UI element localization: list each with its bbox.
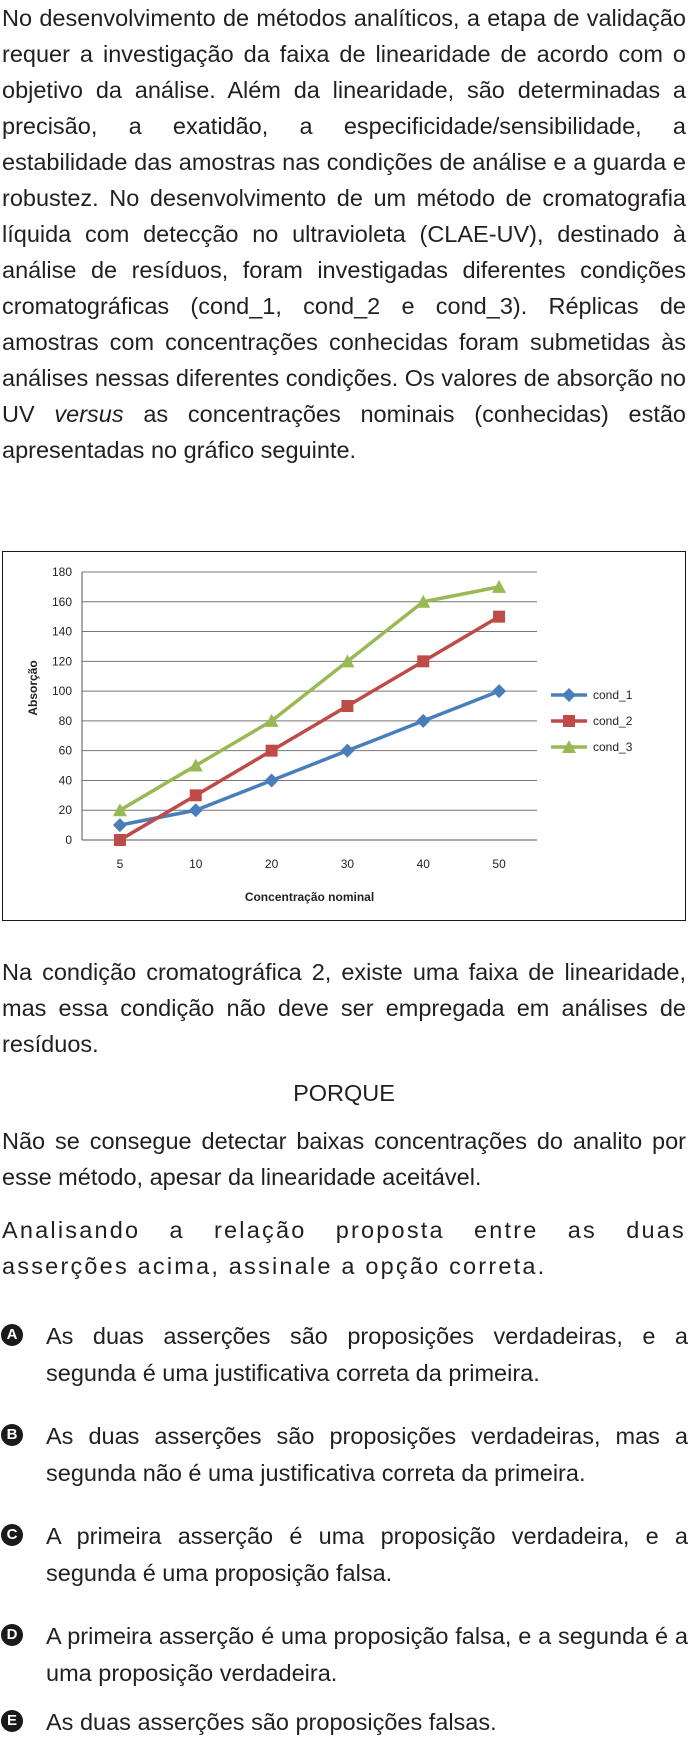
data-point-cond_3 (340, 654, 355, 668)
data-point-cond_3 (112, 803, 127, 817)
intro-italic-word: versus (54, 401, 124, 427)
x-tick-label: 10 (189, 857, 203, 871)
x-axis-title: Concentração nominal (245, 890, 374, 904)
data-point-cond_2 (493, 610, 506, 623)
x-tick-label: 50 (492, 857, 506, 871)
series-line-cond_3 (119, 585, 500, 812)
legend-marker-cond_1 (562, 688, 576, 702)
assertion-2-text: Não se consegue detectar baixas concentr… (2, 1128, 686, 1190)
y-tick-label: 140 (52, 625, 72, 639)
intro-paragraph: No desenvolvimento de métodos analíticos… (2, 0, 686, 468)
data-point-cond_2 (189, 789, 202, 802)
option-b-letter: B (1, 1424, 23, 1446)
data-point-cond_1 (188, 803, 203, 818)
assertion-1-text: Na condição cromatográfica 2, existe uma… (2, 959, 686, 1057)
data-point-cond_1 (112, 818, 127, 833)
series-line-cond_2 (119, 615, 500, 842)
y-tick-label: 40 (59, 773, 73, 787)
x-tick-label: 30 (341, 857, 355, 871)
y-tick-label: 120 (52, 654, 72, 668)
data-point-cond_3 (188, 758, 203, 772)
data-point-cond_3 (264, 713, 279, 727)
x-tick-label: 20 (265, 857, 279, 871)
data-point-cond_2 (113, 834, 126, 846)
data-point-cond_3 (416, 594, 431, 608)
option-b-text: As duas asserções são proposições verdad… (46, 1423, 688, 1486)
intro-text-part-1: No desenvolvimento de métodos analíticos… (2, 5, 686, 427)
data-point-cond_2 (265, 744, 278, 757)
data-point-cond_3 (492, 579, 507, 593)
data-point-cond_1 (264, 773, 279, 788)
y-tick-label: 0 (65, 833, 72, 847)
question-prompt: Analisando a relação proposta entre as d… (2, 1217, 686, 1279)
option-d-text: A primeira asserção é uma proposição fal… (46, 1623, 688, 1686)
data-point-cond_1 (492, 684, 507, 699)
x-tick-label: 40 (417, 857, 431, 871)
legend-label-cond_1: cond_1 (593, 688, 633, 702)
y-axis-title: Absorção (26, 660, 40, 715)
legend-label-cond_2: cond_2 (593, 714, 633, 728)
y-tick-label: 60 (59, 744, 73, 758)
y-tick-label: 20 (59, 803, 73, 817)
option-e-text: As duas asserções são proposições falsas… (46, 1709, 497, 1735)
series-line-cond_1 (119, 689, 500, 827)
option-e-letter: E (1, 1710, 23, 1732)
data-point-cond_1 (416, 713, 431, 728)
data-point-cond_2 (417, 655, 430, 668)
assertion-1: Na condição cromatográfica 2, existe uma… (2, 954, 686, 1062)
option-c-text: A primeira asserção é uma proposição ver… (46, 1523, 688, 1586)
x-tick-label: 5 (117, 857, 124, 871)
y-tick-label: 80 (59, 714, 73, 728)
option-c-letter: C (1, 1524, 23, 1546)
porque-connector: PORQUE (293, 1080, 395, 1106)
option-a-text: As duas asserções são proposições verdad… (46, 1323, 688, 1386)
y-tick-label: 100 (52, 684, 72, 698)
chart-frame: 0 20 40 60 80 100 120 140 160 180 5 10 20 30 40 50 Conce… (2, 551, 686, 921)
y-tick-label: 160 (52, 595, 72, 609)
line-chart: 0 20 40 60 80 100 120 140 160 180 5 10 20 30 40 50 Conce… (26, 565, 633, 904)
option-d-letter: D (1, 1624, 23, 1646)
assertion-2: Não se consegue detectar baixas concentr… (2, 1123, 686, 1195)
data-point-cond_2 (341, 700, 354, 712)
legend-marker-cond_3 (562, 740, 576, 753)
intro-text-part-2: as concentrações nominais (conhecidas) e… (2, 401, 686, 463)
data-point-cond_1 (340, 743, 355, 758)
option-a-letter: A (1, 1324, 23, 1346)
legend-label-cond_3: cond_3 (593, 740, 633, 754)
y-tick-label: 180 (52, 565, 72, 579)
legend-marker-cond_2 (563, 715, 575, 727)
